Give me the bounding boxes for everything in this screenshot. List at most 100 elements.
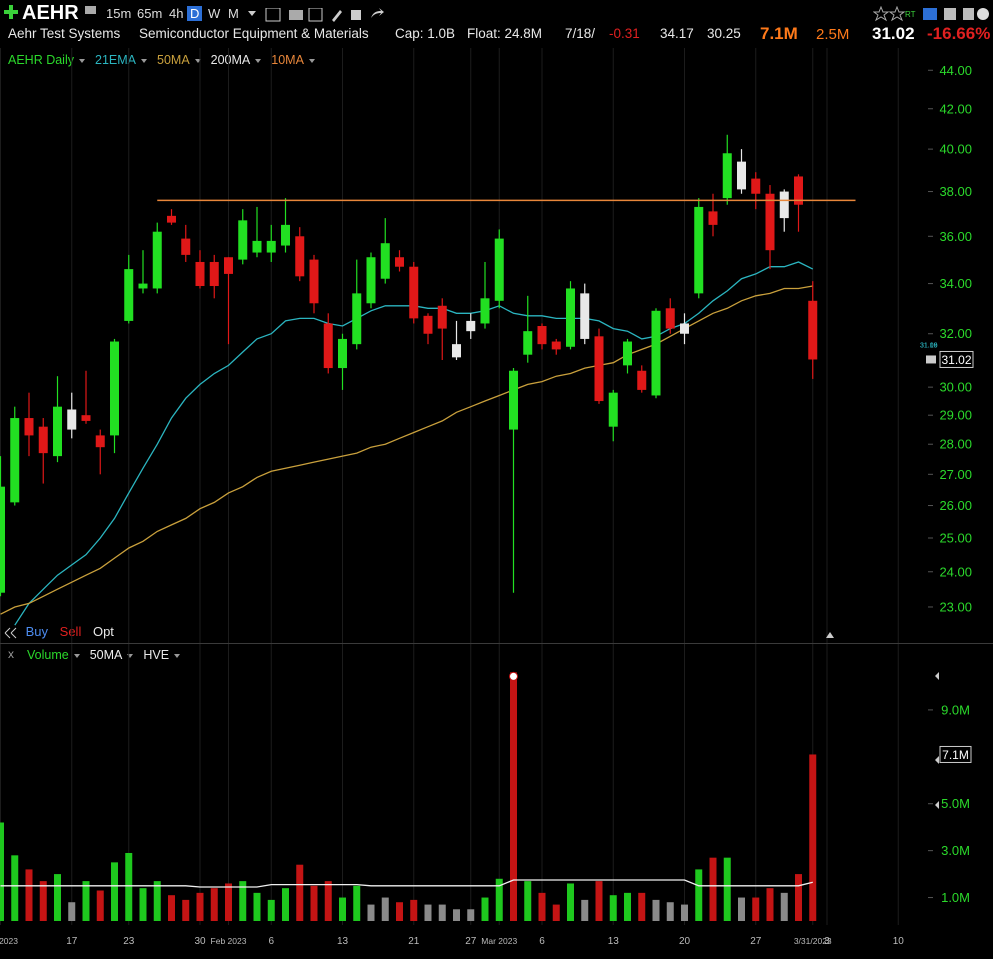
candle-body	[566, 288, 575, 347]
candle-body	[509, 370, 518, 430]
sell[interactable]: Sell	[59, 624, 82, 639]
legend-item[interactable]: 50MA	[90, 648, 134, 662]
avg-volume: 2.5M	[816, 26, 850, 43]
candle-body	[338, 338, 347, 369]
timeframe[interactable]: 15m	[106, 6, 132, 21]
add-icon[interactable]	[4, 5, 18, 19]
candle-body	[708, 211, 718, 225]
volume-bar	[695, 869, 703, 921]
volume-bar	[567, 883, 574, 921]
x-tick-label: 17	[66, 936, 78, 947]
timeframe[interactable]: 4h	[169, 6, 184, 21]
volume-bar	[738, 897, 745, 921]
candle-body	[252, 240, 262, 253]
opt[interactable]: Opt	[92, 624, 114, 639]
axis-arrows	[935, 672, 939, 809]
volume-bar	[210, 888, 218, 921]
volume-bar	[666, 902, 674, 921]
symbol[interactable]: AEHR	[22, 2, 79, 24]
volume-bar	[0, 822, 4, 921]
candle-body	[380, 243, 390, 279]
scroll-marker[interactable]	[826, 632, 834, 638]
x-tick-label: 27	[750, 936, 762, 947]
y-tick-label: 5.0M	[941, 796, 970, 811]
legend-item[interactable]: 200MA	[211, 53, 262, 67]
legend-item[interactable]: HVE	[143, 648, 180, 662]
legend-item[interactable]: 21EMA	[95, 53, 147, 67]
candle-body	[623, 341, 632, 366]
candle-body	[366, 257, 376, 304]
tool-icons[interactable]	[246, 8, 386, 22]
legend-item[interactable]: 10MA	[271, 53, 315, 67]
candle-body	[323, 323, 333, 369]
price-legend: AEHR Daily 21EMA 50MA 200MA 10MA	[8, 53, 315, 67]
timeframe[interactable]: D	[187, 6, 203, 21]
volume-bar	[609, 895, 617, 921]
market-cap: Cap: 1.0B	[395, 26, 456, 41]
flag-icon[interactable]	[84, 4, 98, 16]
candle-body	[0, 486, 5, 593]
candle-body	[737, 161, 746, 190]
volume-bar	[709, 857, 717, 921]
candle-body	[395, 257, 404, 267]
float: Float: 24.8M	[467, 26, 543, 41]
volume-bar	[652, 899, 660, 921]
candle-body	[352, 293, 362, 345]
x-tick-label: 13	[608, 936, 620, 947]
volume-bar	[381, 897, 389, 921]
y-tick-label: 9.0M	[941, 702, 970, 717]
y-tick-label: 28.00	[939, 437, 972, 452]
candle-body	[452, 344, 461, 358]
volume-pane	[0, 671, 817, 921]
candle-body	[38, 426, 48, 454]
high: 34.17	[660, 26, 694, 41]
y-tick-label: 42.00	[939, 101, 972, 116]
x-tick-label: 3	[824, 936, 830, 947]
candle-body	[537, 326, 547, 345]
volume-bar	[196, 892, 204, 921]
legend-item[interactable]: Volume	[27, 648, 80, 662]
volume-bar	[267, 899, 275, 921]
y-tick-label: 40.00	[939, 142, 972, 157]
y-tick-label: 3.0M	[941, 843, 970, 858]
candle-body	[808, 300, 818, 360]
candle-body	[195, 261, 205, 287]
volume-bar	[225, 883, 232, 921]
y-tick-label: 26.00	[939, 498, 972, 513]
volume-bar	[39, 881, 47, 921]
right-icons[interactable]	[873, 6, 991, 22]
y-tick-label: 27.00	[939, 467, 972, 482]
volume-bar	[324, 881, 332, 921]
volume-bar	[795, 874, 802, 921]
candle-body	[580, 293, 590, 339]
y-tick-label: 24.00	[939, 564, 972, 579]
volume-bar	[638, 892, 646, 921]
volume-bar	[510, 672, 517, 921]
volume-bar	[595, 881, 603, 921]
company: Aehr Test Systems	[8, 26, 121, 41]
side-label: 31.06	[920, 342, 938, 349]
timeframe[interactable]: 65m	[137, 6, 163, 21]
volume-bar	[723, 857, 731, 921]
volume-box	[939, 745, 972, 763]
collapse-icon[interactable]	[4, 627, 18, 639]
volume-bar	[424, 904, 432, 921]
volume-bar	[481, 897, 489, 921]
y-tick-label: 23.00	[939, 599, 972, 614]
candle-body	[224, 257, 233, 274]
legend-item[interactable]: AEHR Daily	[8, 53, 85, 67]
timeframe[interactable]: W	[208, 6, 221, 21]
candle-body	[152, 231, 162, 289]
candle-body	[124, 269, 134, 321]
candle-body	[423, 315, 433, 334]
candle-body	[694, 206, 704, 294]
legend-item[interactable]: 50MA	[157, 53, 201, 67]
buy[interactable]: Buy	[25, 624, 49, 639]
y-tick-label: 36.00	[939, 229, 972, 244]
close-pane[interactable]: x	[8, 647, 14, 661]
candle-body	[779, 191, 789, 219]
volume-bar	[453, 909, 460, 921]
candle-body	[295, 236, 305, 277]
timeframe[interactable]: M	[228, 6, 239, 21]
